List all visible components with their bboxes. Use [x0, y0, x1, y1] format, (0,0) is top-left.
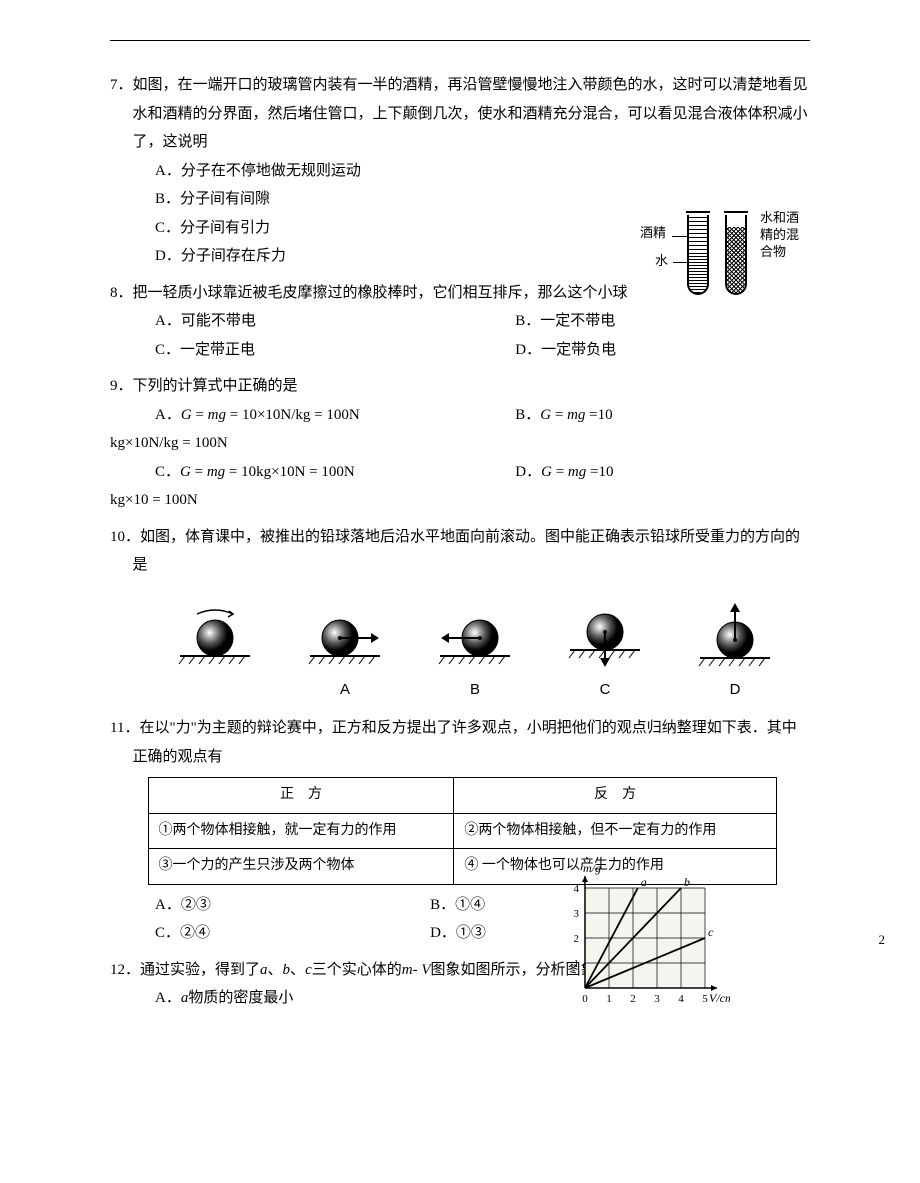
ball-rolling: [175, 600, 255, 705]
svg-text:1: 1: [606, 993, 612, 1005]
q11-opt-c: C．②④: [155, 919, 430, 948]
q11-num: 11．: [110, 720, 139, 736]
svg-text:0: 0: [582, 993, 588, 1005]
table-r2c1: ③一个力的产生只涉及两个物体: [148, 849, 454, 885]
ball-b-label: B: [470, 676, 480, 705]
figure-7-tubes: 酒精 水 水和酒精的混合物: [625, 205, 805, 325]
svg-text:2: 2: [630, 993, 636, 1005]
ball-a-label: A: [340, 676, 350, 705]
question-12: 12．通过实验，得到了a、b、c三个实心体的m- V图象如图所示，分析图象可知 …: [110, 956, 810, 1013]
q11-text: 在以"力"为主题的辩论赛中，正方和反方提出了许多观点，小明把他们的观点归纳整理如…: [133, 720, 797, 765]
ball-c-label: C: [600, 676, 611, 705]
table-header-pro: 正 方: [148, 778, 454, 814]
svg-text:1: 1: [574, 958, 580, 970]
q8-opt-d: D．一定带负电: [515, 336, 810, 365]
q11-opt-a: A．②③: [155, 891, 430, 920]
mv-chart-svg: 0123451234m/gV/cm³abc: [555, 858, 730, 1013]
figure-10-balls: A B: [110, 600, 810, 705]
page-number: 2: [879, 928, 886, 953]
q7-opt-a: A．分子在不停地做无规则运动: [155, 157, 810, 186]
q7-num: 7．: [110, 77, 133, 93]
fig7-label-mix: 水和酒精的混合物: [760, 210, 804, 261]
svg-text:V/cm³: V/cm³: [709, 991, 730, 1005]
question-10: 10．如图，体育课中，被推出的铅球落地后沿水平地面向前滚动。图中能正确表示铅球所…: [110, 523, 810, 705]
q9-opt-b: B．G = mg =10: [515, 401, 810, 430]
svg-text:a: a: [641, 875, 647, 889]
q9-stem: 9．下列的计算式中正确的是: [110, 372, 810, 401]
q9-opt-d: D．G = mg =10: [515, 458, 810, 487]
table-r1c2: ②两个物体相接触，但不一定有力的作用: [454, 813, 776, 849]
q7-stem: 7．如图，在一端开口的玻璃管内装有一半的酒精，再沿管壁慢慢地注入带颜色的水，这时…: [110, 71, 810, 157]
svg-text:4: 4: [574, 883, 580, 895]
q7-text: 如图，在一端开口的玻璃管内装有一半的酒精，再沿管壁慢慢地注入带颜色的水，这时可以…: [133, 77, 808, 150]
tube-left: [687, 215, 709, 295]
svg-text:c: c: [708, 925, 714, 939]
figure-12-chart: 0123451234m/gV/cm³abc: [555, 858, 730, 1013]
q9-text: 下列的计算式中正确的是: [133, 378, 298, 394]
q10-text: 如图，体育课中，被推出的铅球落地后沿水平地面向前滚动。图中能正确表示铅球所受重力…: [133, 529, 801, 574]
svg-text:2: 2: [574, 933, 580, 945]
svg-text:3: 3: [574, 908, 580, 920]
q9-num: 9．: [110, 378, 133, 394]
svg-text:b: b: [684, 875, 690, 889]
q9-opt-c: C．G = mg = 10kg×10N = 100N: [155, 458, 515, 487]
ball-b: B: [435, 600, 515, 705]
q8-text: 把一轻质小球靠近被毛皮摩擦过的橡胶棒时，它们相互排斥，那么这个小球: [133, 285, 628, 301]
ball-d: D: [695, 600, 775, 705]
ball-c: C: [565, 600, 645, 705]
q9-opt-a: A．G = mg = 10×10N/kg = 100N: [155, 401, 515, 430]
q8-opt-a: A．可能不带电: [155, 307, 515, 336]
q8-num: 8．: [110, 285, 133, 301]
question-9: 9．下列的计算式中正确的是 A．G = mg = 10×10N/kg = 100…: [110, 372, 810, 515]
tube-right: [725, 215, 747, 295]
header-rule: [110, 40, 810, 41]
table-r1c1: ①两个物体相接触，就一定有力的作用: [148, 813, 454, 849]
ball-a: A: [305, 600, 385, 705]
ball-d-label: D: [730, 676, 741, 705]
q9-opt-b-cont: kg×10N/kg = 100N: [110, 429, 810, 458]
svg-text:5: 5: [702, 993, 708, 1005]
fig7-label-water: 水: [655, 253, 668, 270]
q11-stem: 11．在以"力"为主题的辩论赛中，正方和反方提出了许多观点，小明把他们的观点归纳…: [110, 714, 810, 771]
q9-opt-d-cont: kg×10 = 100N: [110, 486, 810, 515]
q10-stem: 10．如图，体育课中，被推出的铅球落地后沿水平地面向前滚动。图中能正确表示铅球所…: [110, 523, 810, 580]
q12-num: 12．: [110, 962, 140, 978]
svg-text:m/g: m/g: [583, 861, 601, 875]
svg-text:3: 3: [654, 993, 660, 1005]
q10-num: 10．: [110, 529, 140, 545]
q8-opt-c: C．一定带正电: [155, 336, 515, 365]
table-header-con: 反 方: [454, 778, 776, 814]
svg-text:4: 4: [678, 993, 684, 1005]
fig7-label-alcohol: 酒精: [640, 225, 666, 242]
